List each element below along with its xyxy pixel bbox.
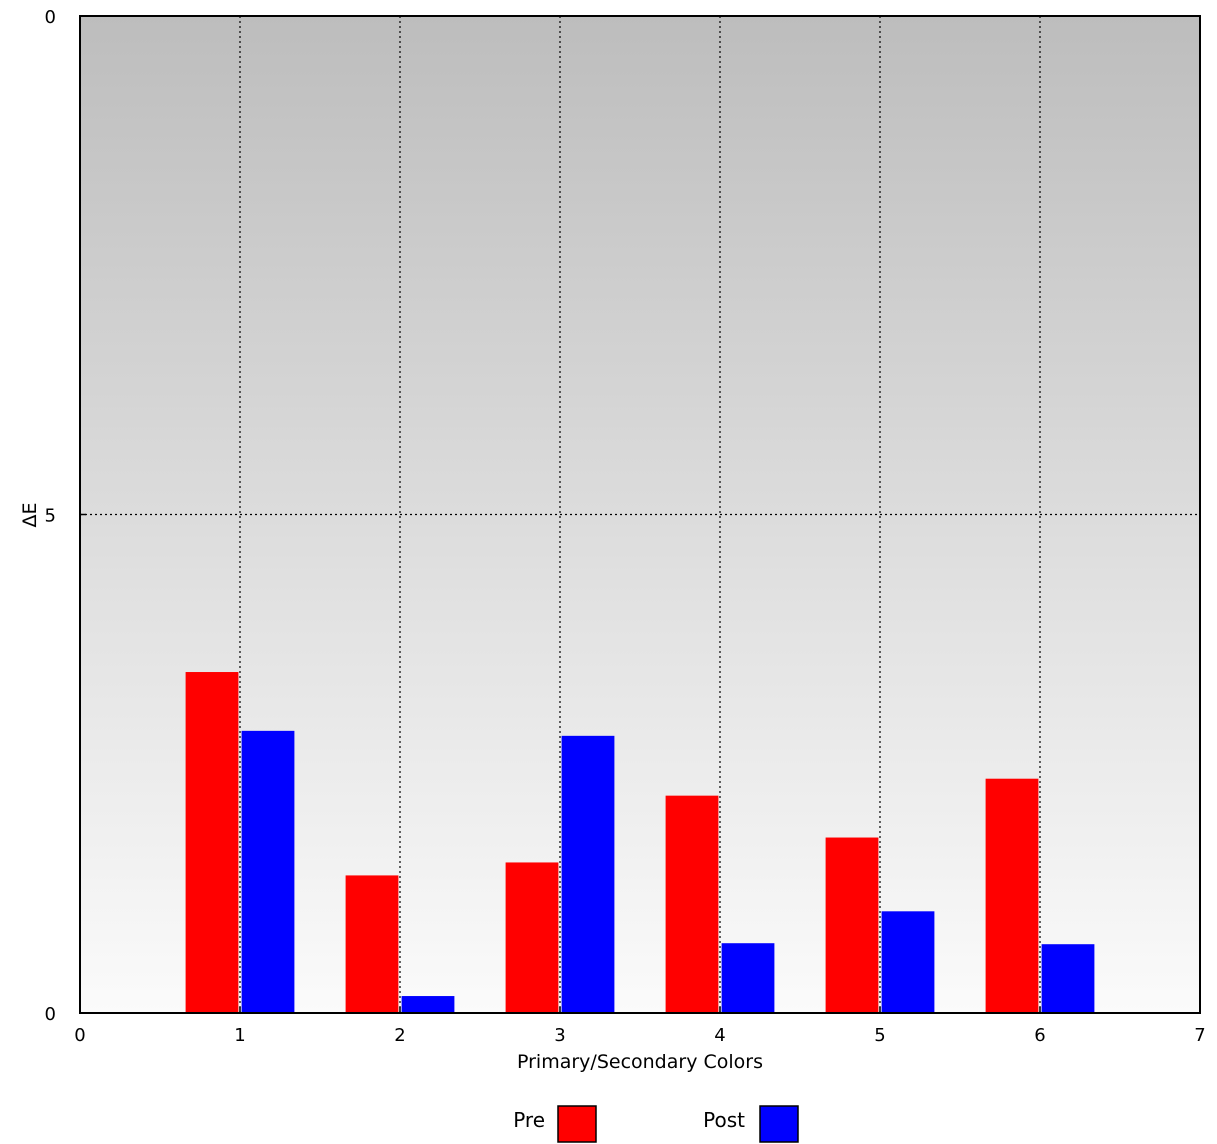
bar-pre-1 (185, 672, 239, 1013)
legend-swatch-post (759, 1105, 799, 1143)
legend-swatch-pre (557, 1105, 597, 1143)
bar-post-1 (241, 730, 295, 1013)
x-tick-label: 0 (74, 1025, 85, 1046)
legend-label-pre: Pre (513, 1108, 545, 1132)
bar-post-2 (401, 996, 455, 1013)
legend-label-post: Post (703, 1108, 745, 1132)
x-tick-label: 6 (1034, 1025, 1045, 1046)
bar-pre-6 (985, 778, 1039, 1013)
x-tick-label: 7 (1194, 1025, 1205, 1046)
x-tick-label: 4 (714, 1025, 725, 1046)
y-tick-label: 0 (45, 7, 56, 28)
y-axis-label: ΔE (19, 502, 41, 527)
bar-post-5 (881, 911, 935, 1013)
x-tick-labels: 0 1 2 3 4 5 6 7 (74, 1007, 1206, 1046)
bars (185, 672, 1095, 1013)
x-axis-label: Primary/Secondary Colors (517, 1051, 763, 1073)
bar-pre-3 (505, 862, 559, 1013)
bar-post-3 (561, 735, 615, 1013)
x-tick-label: 2 (394, 1025, 405, 1046)
x-tick-label: 1 (234, 1025, 245, 1046)
grid-lines (80, 16, 1200, 1013)
bar-post-6 (1041, 944, 1095, 1013)
x-tick-label: 5 (874, 1025, 885, 1046)
y-tick-label: 5 (45, 506, 56, 527)
bar-pre-2 (345, 875, 399, 1013)
y-tick-label: 0 (45, 1004, 56, 1025)
x-tick-label: 3 (554, 1025, 565, 1046)
bar-pre-4 (665, 795, 719, 1013)
y-tick-labels: 0 5 0 (45, 7, 86, 1025)
bar-post-4 (721, 943, 775, 1013)
legend: Pre Post (513, 1105, 799, 1143)
bar-pre-5 (825, 837, 879, 1013)
